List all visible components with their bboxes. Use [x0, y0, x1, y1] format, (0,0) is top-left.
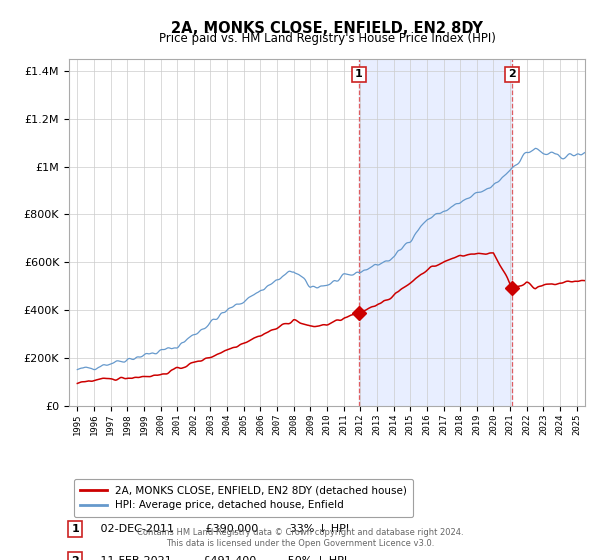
Text: 1: 1 — [71, 524, 79, 534]
Legend: 2A, MONKS CLOSE, ENFIELD, EN2 8DY (detached house), HPI: Average price, detached: 2A, MONKS CLOSE, ENFIELD, EN2 8DY (detac… — [74, 479, 413, 517]
Text: 2A, MONKS CLOSE, ENFIELD, EN2 8DY: 2A, MONKS CLOSE, ENFIELD, EN2 8DY — [171, 21, 483, 36]
Text: 2: 2 — [508, 69, 516, 80]
Text: 02-DEC-2011         £390,000         33% ↓ HPI: 02-DEC-2011 £390,000 33% ↓ HPI — [89, 524, 349, 534]
Text: 11-FEB-2021         £491,400         50% ↓ HPI: 11-FEB-2021 £491,400 50% ↓ HPI — [89, 556, 347, 560]
Text: Contains HM Land Registry data © Crown copyright and database right 2024.
This d: Contains HM Land Registry data © Crown c… — [137, 528, 463, 548]
Text: Price paid vs. HM Land Registry's House Price Index (HPI): Price paid vs. HM Land Registry's House … — [158, 32, 496, 45]
Text: 2: 2 — [71, 556, 79, 560]
Text: 1: 1 — [355, 69, 363, 80]
Bar — [359, 59, 512, 406]
